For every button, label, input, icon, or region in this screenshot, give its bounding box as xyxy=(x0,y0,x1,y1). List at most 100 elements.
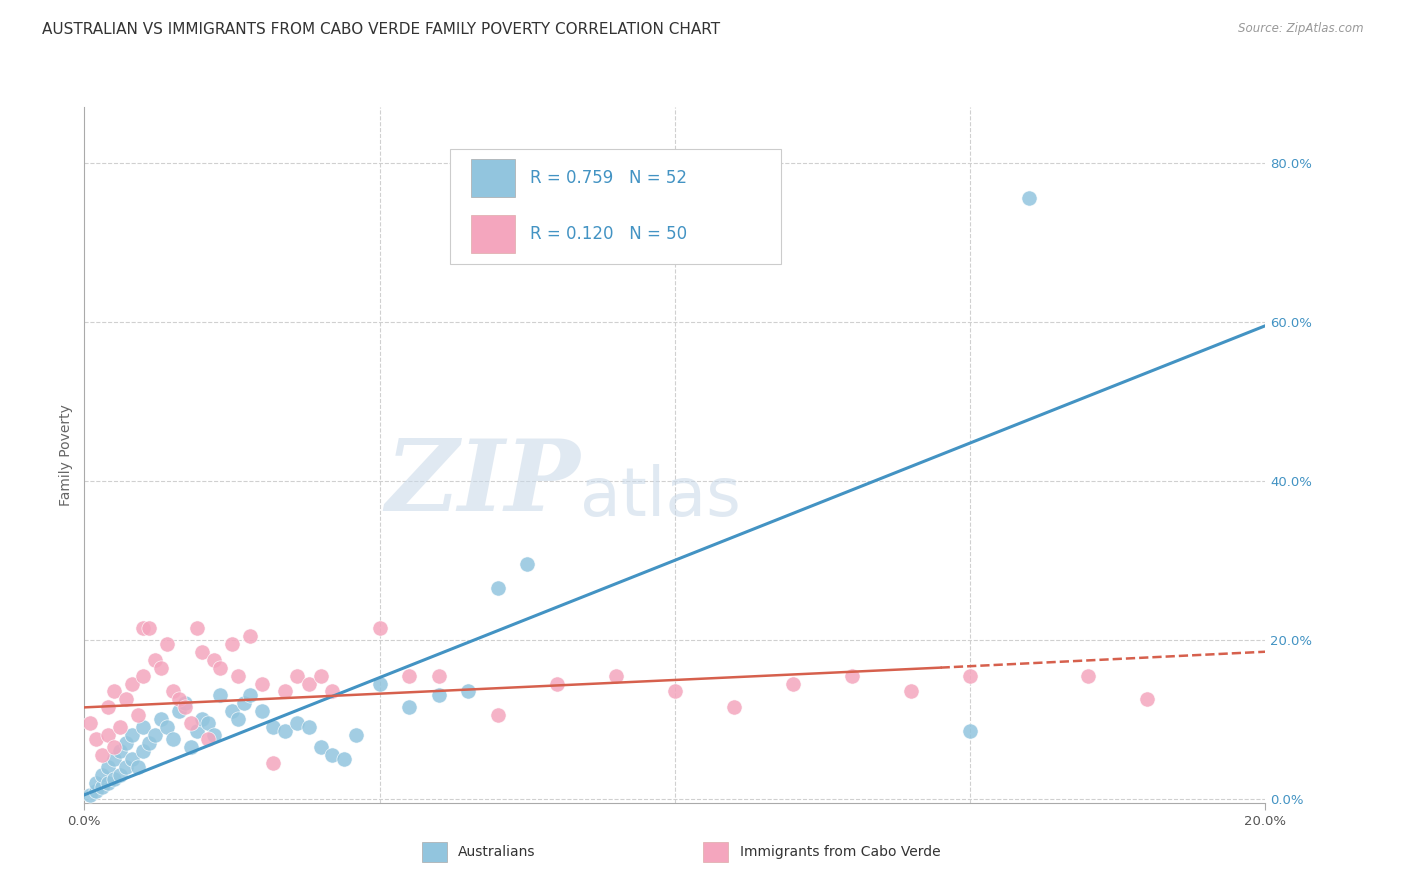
Point xyxy=(900,684,922,698)
Point xyxy=(546,676,568,690)
Point xyxy=(91,780,114,794)
Point xyxy=(209,660,232,674)
Point xyxy=(232,697,254,711)
Point xyxy=(321,748,343,763)
Point xyxy=(202,653,225,667)
Point xyxy=(368,676,391,690)
Point xyxy=(309,668,332,682)
Point xyxy=(97,700,120,714)
Point xyxy=(457,684,479,698)
Point xyxy=(103,740,125,755)
Point xyxy=(132,668,155,682)
Point xyxy=(121,728,143,742)
Point xyxy=(167,692,190,706)
Point xyxy=(162,684,184,698)
Point xyxy=(167,704,190,718)
Point xyxy=(162,732,184,747)
Point xyxy=(333,752,356,766)
Point xyxy=(103,684,125,698)
Point xyxy=(226,712,249,726)
Point xyxy=(173,697,195,711)
Point xyxy=(84,776,107,790)
Point xyxy=(79,788,101,802)
Text: R = 0.759   N = 52: R = 0.759 N = 52 xyxy=(530,169,686,187)
Point xyxy=(209,689,232,703)
Point xyxy=(298,720,321,734)
Text: ZIP: ZIP xyxy=(385,434,581,531)
Point xyxy=(197,732,219,747)
Point xyxy=(1136,692,1159,706)
Point xyxy=(103,772,125,786)
Point xyxy=(91,768,114,782)
Text: AUSTRALIAN VS IMMIGRANTS FROM CABO VERDE FAMILY POVERTY CORRELATION CHART: AUSTRALIAN VS IMMIGRANTS FROM CABO VERDE… xyxy=(42,22,720,37)
Point xyxy=(173,700,195,714)
Point xyxy=(97,728,120,742)
Point xyxy=(262,720,284,734)
Point xyxy=(156,720,179,734)
Point xyxy=(368,621,391,635)
Point xyxy=(274,724,297,739)
Point xyxy=(1018,192,1040,206)
Point xyxy=(191,712,214,726)
Point xyxy=(84,732,107,747)
Point xyxy=(285,716,308,731)
Point xyxy=(127,760,149,774)
Point xyxy=(1077,668,1099,682)
Point xyxy=(138,736,160,750)
Point xyxy=(103,752,125,766)
Text: atlas: atlas xyxy=(581,464,741,530)
Point xyxy=(127,708,149,723)
Point xyxy=(398,700,420,714)
Point xyxy=(121,752,143,766)
Point xyxy=(150,712,173,726)
Point xyxy=(516,558,538,572)
Point xyxy=(180,716,202,731)
Point xyxy=(97,776,120,790)
Point xyxy=(186,621,208,635)
Point xyxy=(262,756,284,770)
Y-axis label: Family Poverty: Family Poverty xyxy=(59,404,73,506)
Point xyxy=(321,684,343,698)
Point xyxy=(239,689,262,703)
Point xyxy=(250,704,273,718)
Point xyxy=(186,724,208,739)
Point xyxy=(79,716,101,731)
Point xyxy=(84,784,107,798)
Text: Source: ZipAtlas.com: Source: ZipAtlas.com xyxy=(1239,22,1364,36)
Point xyxy=(108,768,131,782)
Point xyxy=(202,728,225,742)
Point xyxy=(191,645,214,659)
Point xyxy=(427,668,450,682)
Point xyxy=(344,728,367,742)
Point xyxy=(782,676,804,690)
Point xyxy=(486,708,509,723)
Point xyxy=(121,676,143,690)
Point xyxy=(427,689,450,703)
Point xyxy=(605,668,627,682)
Point xyxy=(959,724,981,739)
Point xyxy=(197,716,219,731)
Point xyxy=(132,720,155,734)
FancyBboxPatch shape xyxy=(450,149,782,263)
FancyBboxPatch shape xyxy=(471,159,516,197)
Point xyxy=(114,692,136,706)
Point xyxy=(398,668,420,682)
Point xyxy=(226,668,249,682)
Point xyxy=(723,700,745,714)
Point xyxy=(285,668,308,682)
Point xyxy=(132,744,155,758)
Point xyxy=(143,728,166,742)
Point xyxy=(486,581,509,595)
Point xyxy=(114,736,136,750)
Point xyxy=(150,660,173,674)
Point xyxy=(841,668,863,682)
Point xyxy=(309,740,332,755)
Point xyxy=(180,740,202,755)
Point xyxy=(298,676,321,690)
Point xyxy=(108,744,131,758)
Point xyxy=(250,676,273,690)
Point xyxy=(132,621,155,635)
Point xyxy=(959,668,981,682)
Text: Australians: Australians xyxy=(458,845,536,859)
Point xyxy=(114,760,136,774)
